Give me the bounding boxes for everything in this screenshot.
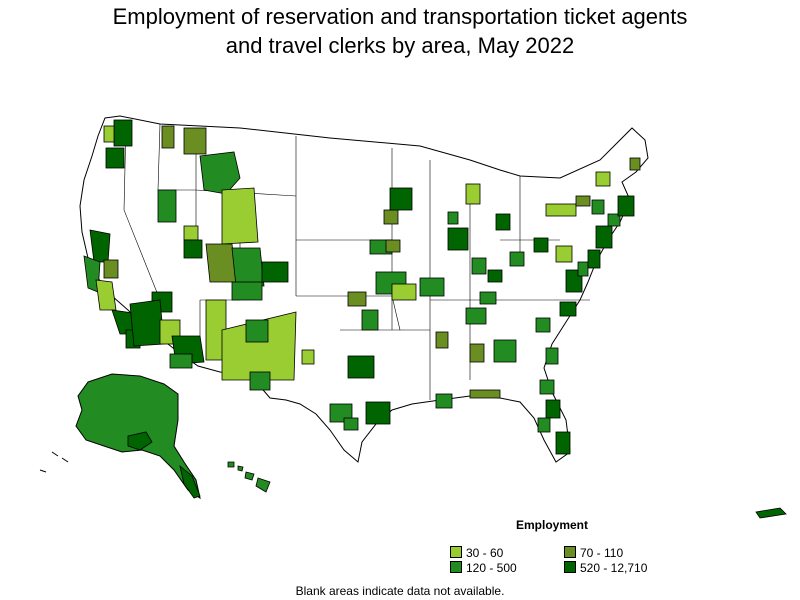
hawaii-islands: [227, 461, 271, 493]
area-fresno: [95, 279, 117, 311]
area-upstate-ny: [545, 203, 577, 217]
area-detroit: [495, 213, 511, 231]
area-dallas: [347, 355, 375, 379]
area-new-york: [595, 225, 613, 249]
area-seattle: [113, 119, 133, 147]
area-denver: [231, 247, 265, 287]
area-louisville: [479, 291, 497, 305]
area-miami: [555, 431, 571, 455]
area-wa-east: [161, 125, 175, 149]
area-cleveland: [533, 237, 549, 253]
legend-label: 120 - 500: [466, 561, 517, 575]
area-indianapolis: [471, 257, 487, 275]
area-austin: [343, 417, 359, 431]
area-minneapolis: [389, 187, 413, 211]
area-santa-fe: [245, 319, 269, 343]
legend-item-520-12710: 520 - 12,710: [564, 561, 647, 575]
area-tulsa: [361, 309, 379, 331]
legend-item-70-110: 70 - 110: [564, 546, 623, 560]
area-pueblo: [231, 281, 263, 301]
area-albuquerque: [221, 311, 297, 381]
area-philadelphia: [587, 249, 601, 269]
map-title-line-2: and travel clerks by area, May 2022: [225, 33, 575, 58]
area-charlotte: [535, 317, 551, 333]
area-tampa: [537, 417, 551, 433]
area-birmingham: [469, 343, 485, 363]
legend-title: Employment: [516, 518, 589, 532]
area-sacramento: [89, 229, 111, 263]
area-nashville: [465, 307, 487, 325]
legend-item-120-500: 120 - 500: [450, 561, 517, 575]
area-orlando: [545, 399, 561, 419]
area-charleston: [545, 347, 559, 365]
area-boston: [617, 195, 635, 217]
alaska-panhandle-area: [179, 464, 201, 499]
area-atlanta: [493, 339, 517, 363]
area-chicago: [447, 227, 469, 251]
area-jacksonville: [539, 379, 555, 395]
area-salt-lake: [183, 239, 203, 259]
legend-swatch: [564, 546, 576, 558]
map-title-line-1: Employment of reservation and transporta…: [112, 4, 688, 29]
area-montana-west: [199, 151, 241, 195]
area-boise: [157, 189, 177, 223]
area-wyoming: [221, 187, 259, 245]
area-portland-me: [629, 157, 641, 171]
area-st-louis: [419, 277, 445, 297]
area-yuma: [169, 353, 193, 369]
area-syracuse: [575, 195, 591, 207]
legend-swatch: [450, 561, 462, 573]
area-idaho-falls: [183, 225, 199, 241]
area-utah-central: [205, 243, 237, 283]
alaska-islands: [39, 451, 69, 473]
area-spokane: [183, 127, 207, 155]
area-cincinnati: [487, 269, 503, 283]
metro-areas: [83, 119, 641, 455]
area-ca-central: [103, 259, 119, 279]
area-portland: [105, 147, 125, 169]
map-title: Employment of reservation and transporta…: [0, 2, 800, 60]
area-gulf-coast: [469, 389, 501, 399]
area-las-cruces: [249, 371, 271, 391]
area-olympia: [103, 125, 115, 143]
area-raleigh: [559, 301, 577, 317]
area-michigan-north: [465, 183, 481, 205]
area-oklahoma: [347, 291, 367, 307]
area-baltimore: [577, 261, 589, 277]
legend-swatch: [450, 546, 462, 558]
area-new-orleans: [435, 393, 453, 409]
area-colorado-springs: [261, 261, 289, 283]
area-phoenix: [129, 299, 165, 347]
alaska-anchorage-area: [127, 431, 153, 451]
area-houston: [365, 401, 391, 425]
area-sioux-falls: [383, 209, 399, 225]
legend-label: 30 - 60: [466, 546, 504, 560]
area-milwaukee: [447, 211, 459, 225]
area-wichita: [391, 283, 417, 301]
puerto-rico: [755, 507, 787, 519]
area-albany: [591, 199, 605, 215]
area-des-moines: [385, 239, 401, 253]
area-san-antonio: [329, 403, 353, 423]
area-memphis: [435, 331, 449, 349]
legend-label: 70 - 110: [580, 546, 624, 560]
area-hartford: [607, 213, 621, 227]
area-burlington: [595, 171, 611, 187]
area-pittsburgh: [555, 245, 573, 263]
legend-swatch: [564, 561, 576, 573]
footnote: Blank areas indicate data not available.: [295, 584, 505, 598]
area-lubbock: [301, 349, 315, 365]
legend-item-30-60: 30 - 60: [450, 546, 503, 560]
legend-label: 520 - 12,710: [580, 561, 648, 575]
area-columbus: [509, 251, 525, 267]
